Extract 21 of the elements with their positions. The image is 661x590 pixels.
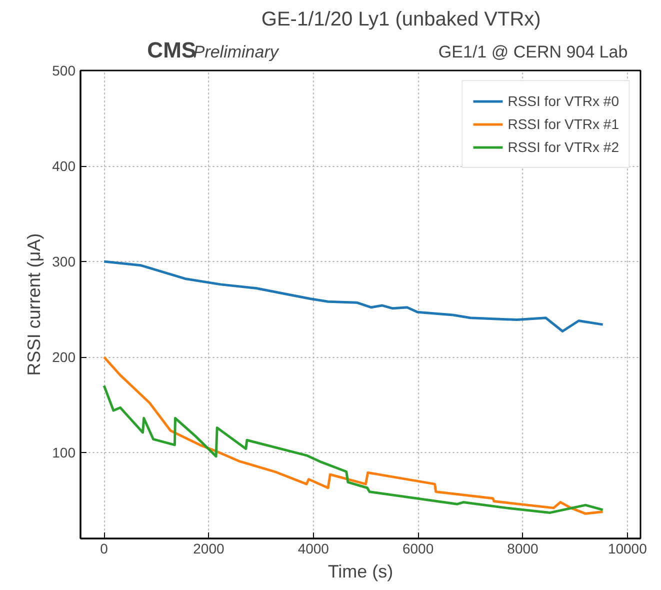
line-series [102,356,604,515]
y-tick-label: 400 [52,158,76,174]
chart-title: GE-1/1/20 Ly1 (unbaked VTRx) [261,8,541,30]
y-tick-label: 500 [52,62,76,78]
x-tick-label: 8000 [507,540,539,556]
y-tick-label: 300 [52,254,76,270]
legend-label: RSSI for VTRx #1 [508,116,619,132]
text: GE1/1 @ CERN 904 Lab [438,42,628,62]
y-tick-label: 200 [52,349,76,366]
legend-label: RSSI for VTRx #0 [508,93,619,109]
x-tick-label: 0 [100,540,108,556]
line-series [102,260,604,332]
legend-label: RSSI for VTRx #2 [508,139,619,155]
x-tick-label: 4000 [298,540,330,556]
x-tick-label: 10000 [608,540,648,556]
y-axis-title: RSSI current (μA) [24,233,44,376]
line-series [102,384,604,514]
x-axis-title: Time (s) [328,562,394,582]
x-tick-label: 2000 [193,540,225,556]
x-tick-label: 6000 [402,540,434,556]
y-tick-label: 100 [52,444,76,461]
